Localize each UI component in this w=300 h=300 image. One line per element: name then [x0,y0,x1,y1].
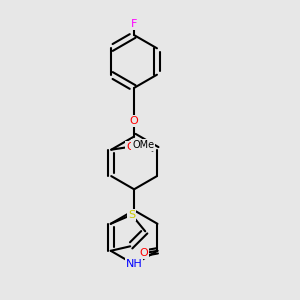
Text: NH: NH [126,259,142,269]
Text: O: O [130,116,139,126]
Text: S: S [128,210,135,220]
Text: O: O [126,142,135,152]
Text: O: O [140,248,148,258]
Text: F: F [131,19,137,29]
Text: OMe: OMe [132,140,154,150]
